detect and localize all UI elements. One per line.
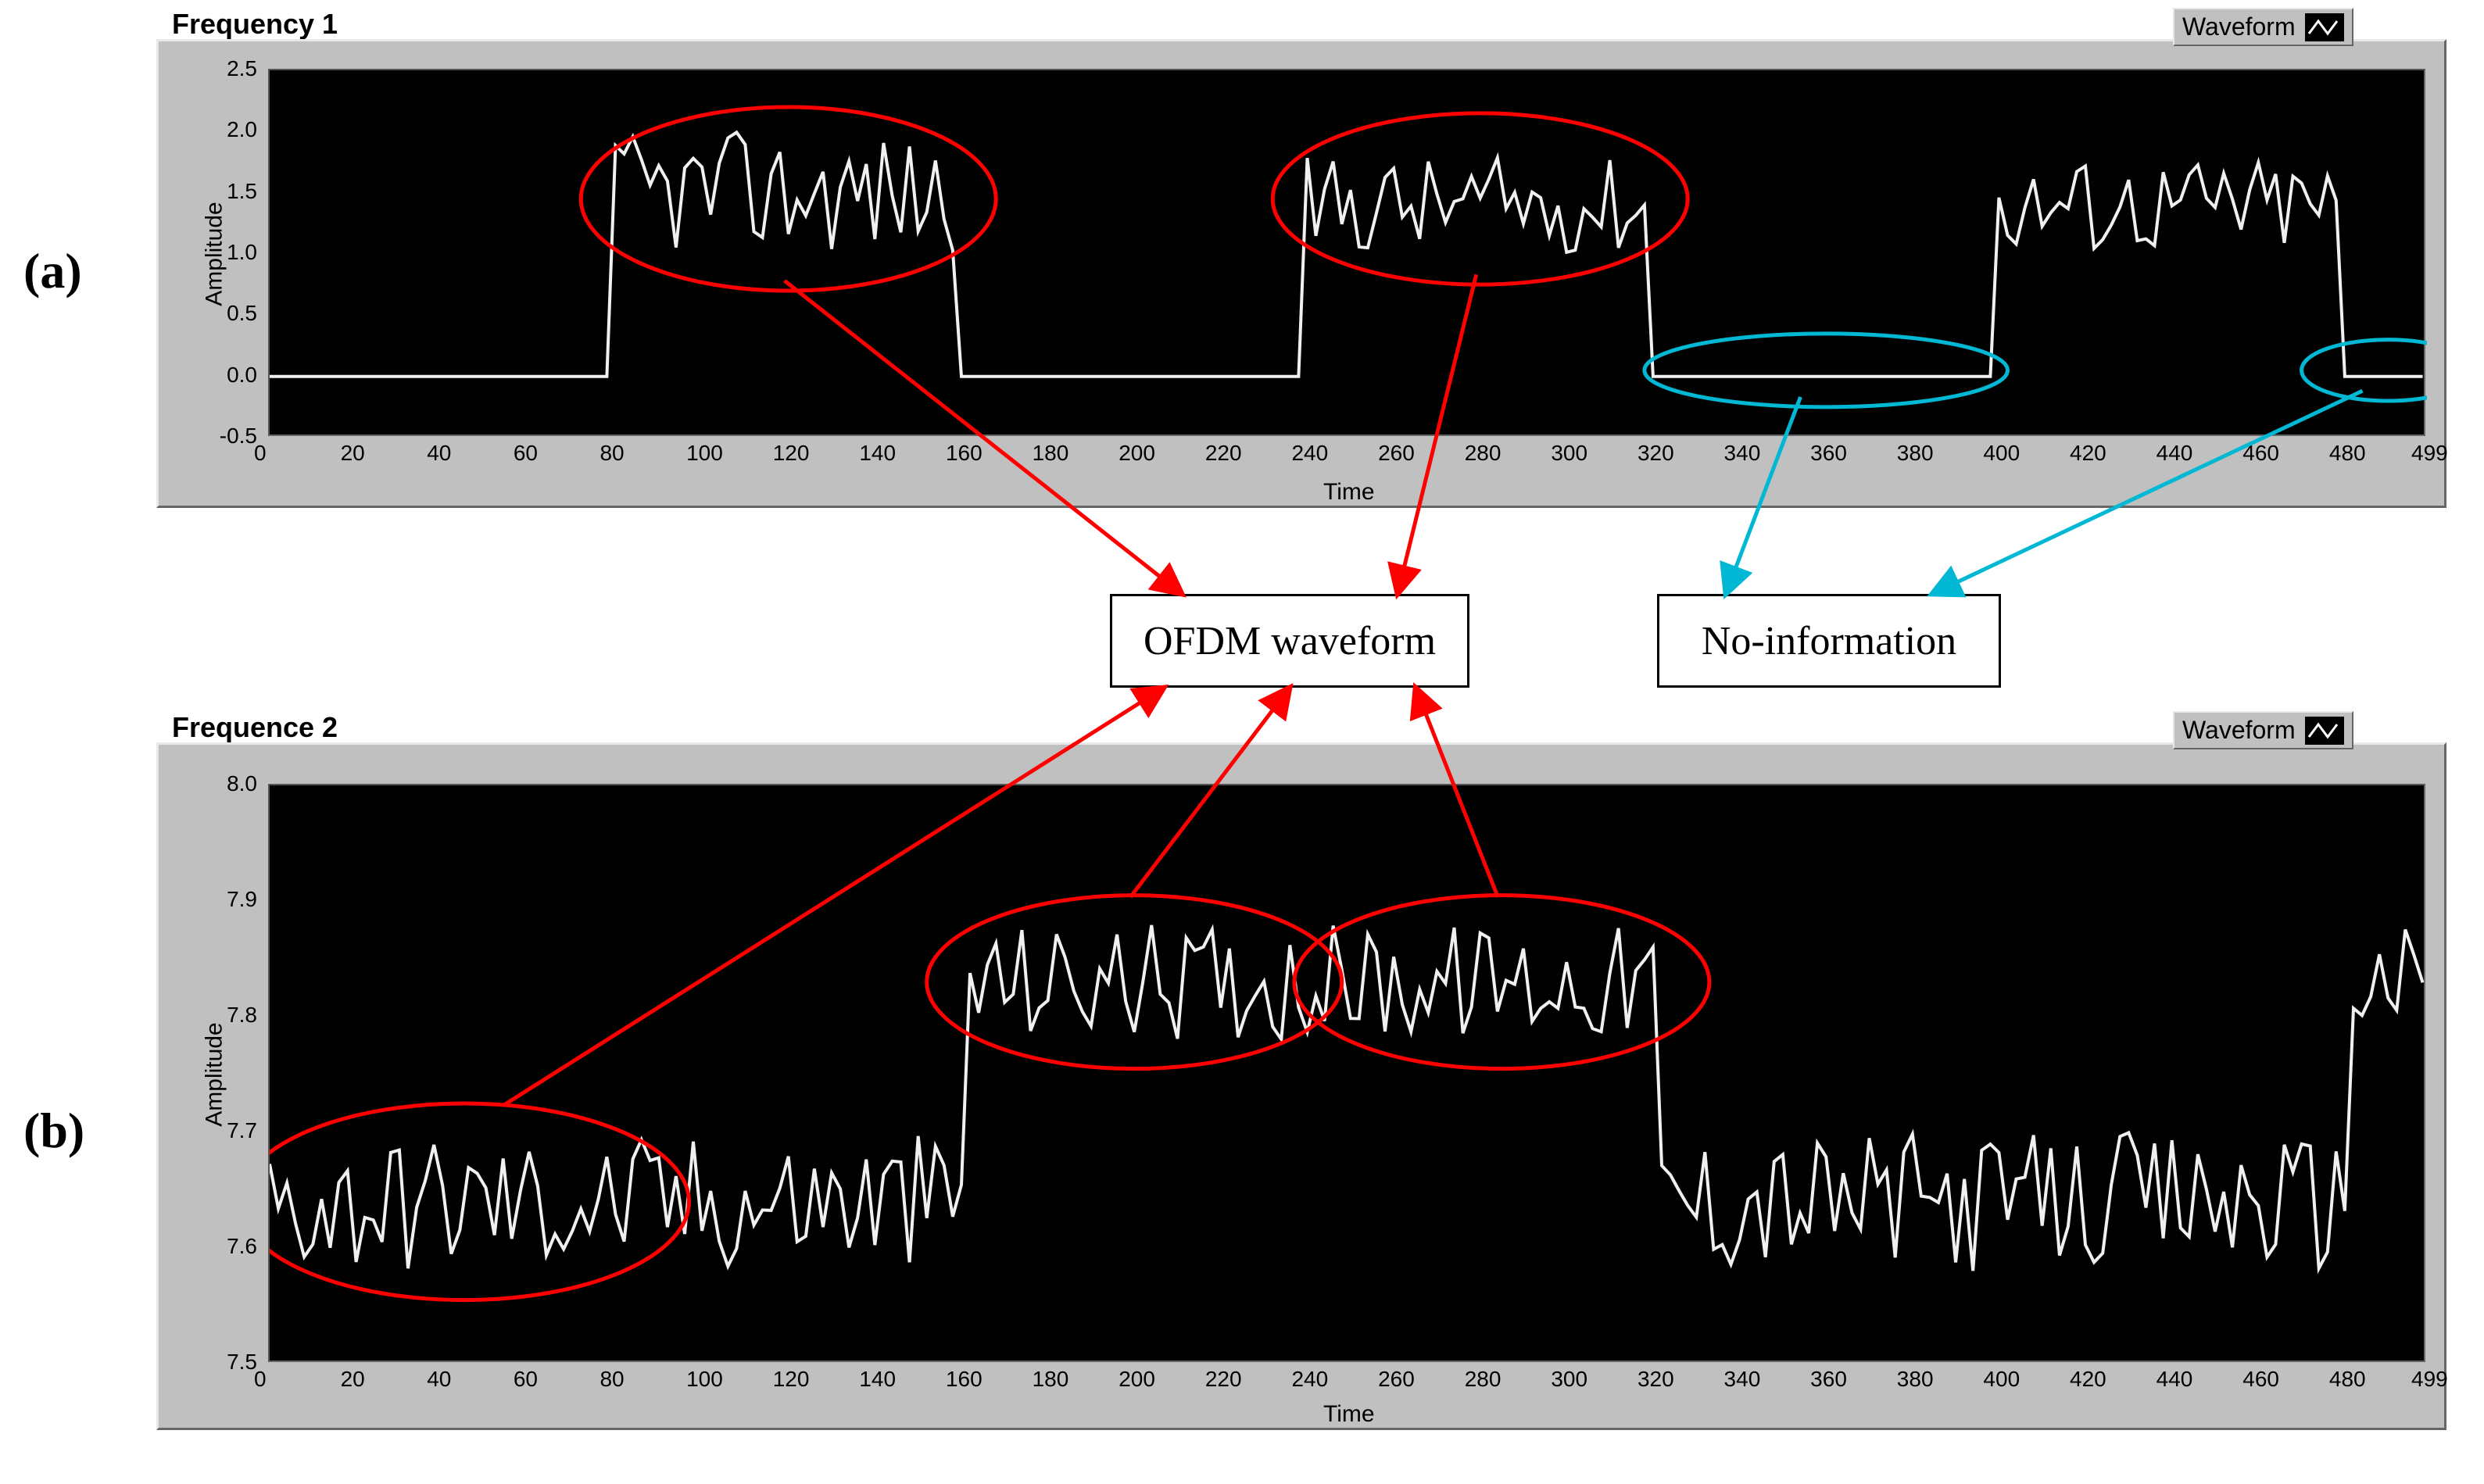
chart-a-xtick: 340	[1724, 441, 1761, 466]
chart-b-xtick: 460	[2242, 1367, 2279, 1392]
chart-b-xtick: 20	[341, 1367, 365, 1392]
chart-b-xtick: 160	[946, 1367, 983, 1392]
chart-a-xtick: 60	[514, 441, 538, 466]
chart-a-xtick: 80	[600, 441, 624, 466]
panel-a-label: (a)	[23, 242, 82, 300]
chart-a-ylabel: Amplitude	[202, 202, 228, 306]
legend-b-label: Waveform	[2182, 716, 2296, 745]
chart-b-xtick: 200	[1119, 1367, 1155, 1392]
chart-b-svg	[270, 785, 2427, 1364]
chart-a-ytick: 1.0	[227, 240, 257, 265]
chart-a-xtick: 280	[1465, 441, 1501, 466]
chart-a-xtick: 360	[1810, 441, 1847, 466]
chart-b-ytick: 7.7	[227, 1118, 257, 1143]
chart-a-xlabel: Time	[1323, 479, 1375, 506]
legend-a-label: Waveform	[2182, 13, 2296, 41]
chart-b-plot	[268, 784, 2425, 1362]
chart-a-xtick: 440	[2156, 441, 2193, 466]
chart-a-xtick: 380	[1897, 441, 1934, 466]
chart-a-xtick: 40	[427, 441, 451, 466]
chart-a-xtick: 20	[341, 441, 365, 466]
chart-b-xtick: 300	[1551, 1367, 1587, 1392]
chart-a-xtick: 220	[1205, 441, 1242, 466]
chart-b-xtick: 120	[773, 1367, 810, 1392]
chart-b-xtick: 0	[254, 1367, 267, 1392]
chart-a-title: Frequency 1	[172, 8, 338, 41]
chart-a-xtick: 480	[2329, 441, 2366, 466]
chart-b-xtick: 499	[2411, 1367, 2448, 1392]
chart-a-ytick: 2.0	[227, 117, 257, 142]
chart-b-xtick: 260	[1378, 1367, 1415, 1392]
chart-b-xtick: 140	[859, 1367, 896, 1392]
chart-b-xtick: 320	[1638, 1367, 1674, 1392]
chart-b-xtick: 280	[1465, 1367, 1501, 1392]
chart-b-ylabel: Amplitude	[202, 1022, 228, 1126]
chart-b-xtick: 220	[1205, 1367, 1242, 1392]
chart-a-xtick: 499	[2411, 441, 2448, 466]
chart-b-ytick: 7.9	[227, 887, 257, 912]
chart-b-xlabel: Time	[1323, 1401, 1375, 1428]
chart-a-xtick: 120	[773, 441, 810, 466]
panel-b-label: (b)	[23, 1102, 84, 1160]
chart-b-xtick: 380	[1897, 1367, 1934, 1392]
waveform-icon	[2305, 717, 2344, 745]
chart-b-xtick: 180	[1033, 1367, 1069, 1392]
chart-a-xtick: 240	[1291, 441, 1328, 466]
chart-b-xtick: 80	[600, 1367, 624, 1392]
chart-a-xtick: 460	[2242, 441, 2279, 466]
chart-a-legend: Waveform	[2173, 8, 2353, 46]
chart-a-xtick: 140	[859, 441, 896, 466]
chart-a-ytick: 2.5	[227, 56, 257, 81]
chart-a-ytick: -0.5	[220, 424, 257, 449]
chart-a-panel: Amplitude Time -0.5 0.0 0.5 1.0 1.5 2.0 2.5 0 20…	[156, 39, 2446, 508]
chart-b-panel: Amplitude Time 7.5 7.6 7.7 7.8 7.9 8.0 0 20 40 60…	[156, 742, 2446, 1430]
chart-a-plot	[268, 69, 2425, 436]
chart-a-svg	[270, 70, 2427, 438]
chart-b-xtick: 100	[686, 1367, 723, 1392]
chart-b-legend: Waveform	[2173, 711, 2353, 749]
chart-a-xtick: 320	[1638, 441, 1674, 466]
chart-b-xtick: 480	[2329, 1367, 2366, 1392]
chart-b-xtick: 400	[1983, 1367, 2020, 1392]
chart-b-ytick: 8.0	[227, 771, 257, 796]
chart-a-xtick: 100	[686, 441, 723, 466]
chart-b-title: Frequence 2	[172, 711, 338, 744]
chart-a-xtick: 0	[254, 441, 267, 466]
chart-b-xtick: 340	[1724, 1367, 1761, 1392]
chart-b-xtick: 60	[514, 1367, 538, 1392]
chart-b-ytick: 7.8	[227, 1003, 257, 1028]
chart-a-ytick: 0.5	[227, 301, 257, 326]
chart-a-xtick: 200	[1119, 441, 1155, 466]
chart-b-xtick: 360	[1810, 1367, 1847, 1392]
chart-b-xtick: 440	[2156, 1367, 2193, 1392]
noinfo-annotation: No-information	[1657, 594, 2001, 688]
chart-b-ytick: 7.6	[227, 1234, 257, 1259]
chart-a-ytick: 0.0	[227, 363, 257, 388]
chart-a-xtick: 400	[1983, 441, 2020, 466]
waveform-icon	[2305, 13, 2344, 41]
chart-a-xtick: 180	[1033, 441, 1069, 466]
chart-a-ytick: 1.5	[227, 179, 257, 204]
ofdm-annotation: OFDM waveform	[1110, 594, 1469, 688]
chart-a-xtick: 420	[2070, 441, 2106, 466]
chart-b-xtick: 420	[2070, 1367, 2106, 1392]
chart-a-xtick: 160	[946, 441, 983, 466]
chart-b-xtick: 240	[1291, 1367, 1328, 1392]
chart-b-xtick: 40	[427, 1367, 451, 1392]
chart-a-xtick: 300	[1551, 441, 1587, 466]
chart-a-xtick: 260	[1378, 441, 1415, 466]
chart-b-ytick: 7.5	[227, 1350, 257, 1375]
